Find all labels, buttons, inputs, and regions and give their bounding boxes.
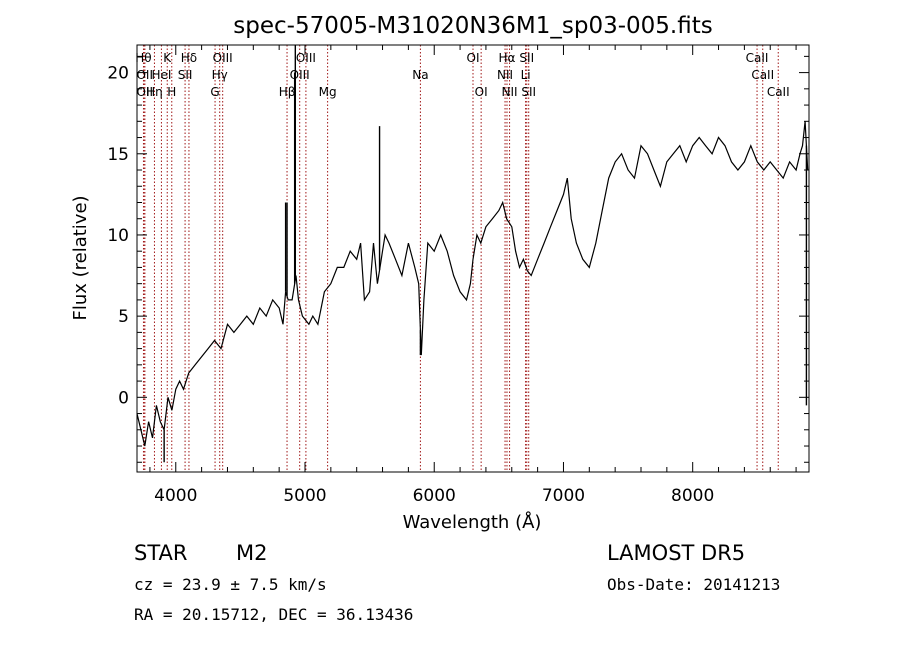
line-marker-label-22: Li [521, 68, 531, 82]
line-marker-label-24: SII [521, 85, 536, 99]
x-tick-label-0: 4000 [154, 486, 197, 506]
y-tick-label-0: 0 [118, 388, 129, 408]
y-tick-label-1: 5 [118, 307, 129, 327]
line-marker-label-19: NII [497, 68, 513, 82]
line-marker-label-21: NII [502, 85, 518, 99]
y-axis-label: Flux (relative) [70, 195, 91, 320]
line-marker-label-8: Hδ [181, 51, 197, 65]
line-marker-label-12: Hβ [279, 85, 296, 99]
line-marker-label-27: CaII [767, 85, 790, 99]
line-marker-label-18: OI [475, 85, 488, 99]
line-marker-label-10: Hγ [212, 68, 228, 82]
line-marker-label-16: Na [412, 68, 428, 82]
line-marker-label-1: OII [136, 68, 153, 82]
line-marker-label-0: Hθ [135, 51, 151, 65]
x-tick-label-4: 8000 [671, 486, 714, 506]
plot-frame [136, 44, 810, 473]
line-marker-label-7: SII [178, 68, 193, 82]
x-tick-label-2: 6000 [413, 486, 456, 506]
line-marker-label-20: Hα [499, 51, 516, 65]
y-tick-label-3: 15 [107, 145, 129, 165]
line-marker-labels: HθOIIOIIHηHeIKHSIIHδGHγOIIIHβOIIIOIIIMgN… [135, 51, 789, 99]
y-axis: 0 5 10 15 20 [107, 55, 809, 463]
line-marker-label-25: CaII [746, 51, 769, 65]
line-marker-label-17: OI [467, 51, 480, 65]
line-marker-label-14: OIII [296, 51, 316, 65]
object-subclass: M2 [236, 541, 267, 565]
coords-text: RA = 20.15712, DEC = 36.13436 [134, 605, 413, 624]
object-class: STAR [134, 541, 187, 565]
x-axis-label: Wavelength (Å) [403, 511, 542, 533]
line-marker-label-9: G [210, 85, 219, 99]
series-line-0 [136, 121, 809, 447]
line-marker-label-11: OIII [213, 51, 233, 65]
redshift-text: cz = 23.9 ± 7.5 km/s [134, 575, 327, 594]
chart-title: spec-57005-M31020N36M1_sp03-005.fits [233, 13, 712, 39]
line-marker-label-3: Hη [146, 85, 163, 99]
line-marker-label-4: HeI [151, 68, 171, 82]
line-marker-label-5: K [163, 51, 172, 65]
x-axis: 4000 5000 6000 7000 8000 [149, 45, 797, 506]
line-marker-label-13: OIII [290, 68, 310, 82]
line-marker-label-6: H [167, 85, 176, 99]
spectrum-data [136, 45, 809, 463]
x-tick-label-3: 7000 [542, 486, 585, 506]
line-marker-label-15: Mg [319, 85, 337, 99]
line-marker-label-26: CaII [751, 68, 774, 82]
line-markers [142, 45, 779, 472]
survey-name: LAMOST DR5 [607, 541, 745, 565]
y-tick-label-4: 20 [107, 64, 129, 84]
obs-date-text: Obs-Date: 20141213 [607, 575, 780, 594]
x-tick-label-1: 5000 [283, 486, 326, 506]
y-tick-label-2: 10 [107, 226, 129, 246]
line-marker-label-23: SII [519, 51, 534, 65]
